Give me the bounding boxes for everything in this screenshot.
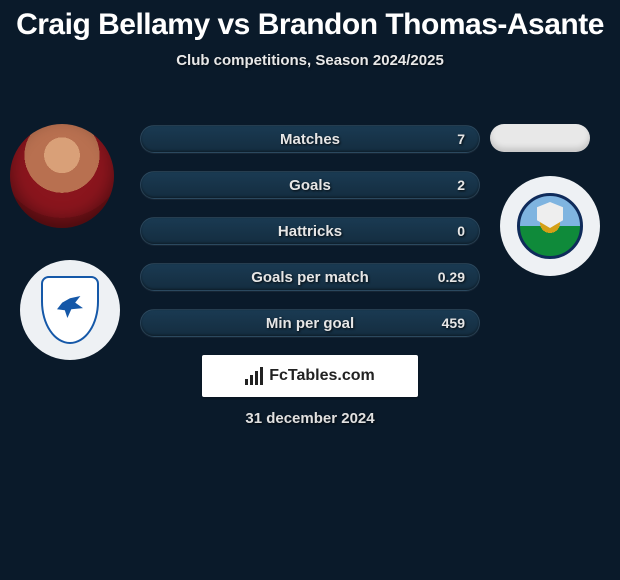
page-title: Craig Bellamy vs Brandon Thomas-Asante (0, 0, 620, 42)
stats-list: Matches 7 Goals 2 Hattricks 0 Goals per … (140, 125, 480, 355)
stat-row-goals-per-match: Goals per match 0.29 (140, 263, 480, 291)
stat-right-value: 7 (457, 131, 465, 147)
coventry-badge-icon (517, 193, 583, 259)
club-right-badge (500, 176, 600, 276)
club-left-badge (20, 260, 120, 360)
branding-badge: FcTables.com (202, 355, 418, 397)
cardiff-shield-icon (41, 276, 99, 344)
page-subtitle: Club competitions, Season 2024/2025 (0, 52, 620, 69)
branding-text: FcTables.com (269, 367, 375, 385)
bluebird-icon (57, 296, 83, 318)
comparison-card: Craig Bellamy vs Brandon Thomas-Asante C… (0, 0, 620, 450)
bar-chart-icon (245, 367, 263, 385)
stat-label: Goals (141, 177, 479, 194)
stat-row-min-per-goal: Min per goal 459 (140, 309, 480, 337)
stat-label: Min per goal (141, 315, 479, 332)
player-left-photo (10, 124, 114, 228)
stat-right-value: 2 (457, 177, 465, 193)
stat-row-goals: Goals 2 (140, 171, 480, 199)
stat-right-value: 0 (457, 223, 465, 239)
stat-label: Goals per match (141, 269, 479, 286)
stat-label: Matches (141, 131, 479, 148)
stat-label: Hattricks (141, 223, 479, 240)
stat-row-hattricks: Hattricks 0 (140, 217, 480, 245)
player-right-photo-placeholder (490, 124, 590, 152)
stat-right-value: 459 (442, 315, 465, 331)
footer-date: 31 december 2024 (0, 410, 620, 427)
stat-row-matches: Matches 7 (140, 125, 480, 153)
stat-right-value: 0.29 (438, 269, 465, 285)
